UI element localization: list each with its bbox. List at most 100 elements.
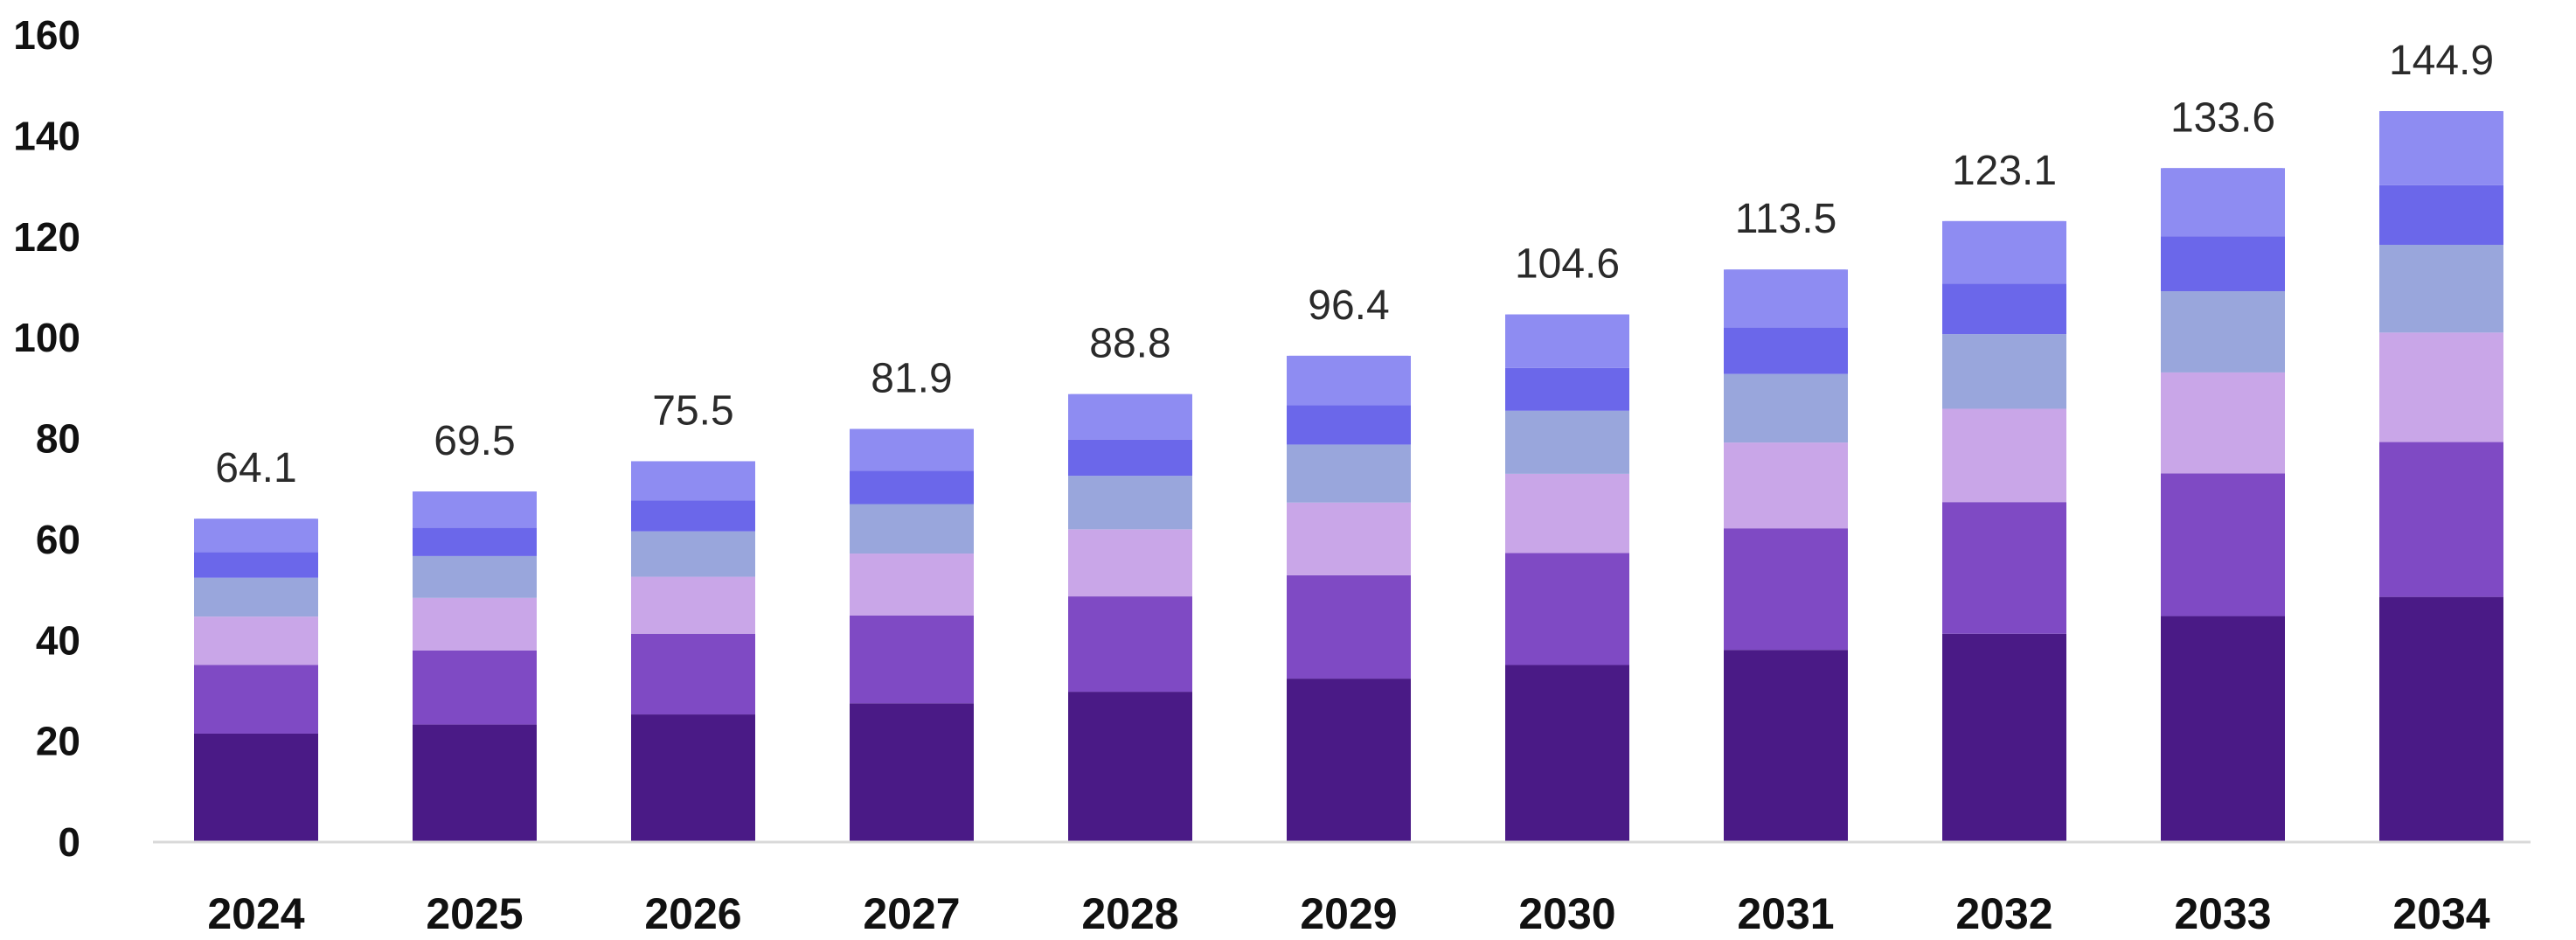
bar-segment — [413, 598, 537, 651]
bar-segment — [2379, 332, 2503, 442]
y-tick-label: 20 — [36, 719, 80, 764]
y-axis: 0 20 40 60 80 100 120 140 160 — [13, 12, 80, 865]
bar-segment — [1068, 529, 1192, 596]
bar-segment — [413, 725, 537, 842]
data-label-total: 75.5 — [652, 387, 733, 434]
bar-top-cap — [1942, 221, 2066, 226]
bar-top-cap — [850, 429, 974, 435]
bar-top-cap — [2379, 111, 2503, 116]
data-label-total: 144.9 — [2389, 38, 2494, 84]
bar-segment — [1724, 528, 1848, 650]
x-tick-label: 2027 — [863, 889, 960, 938]
bar-segment — [1942, 334, 2066, 408]
data-label-total: 123.1 — [1952, 148, 2057, 194]
bar-segment — [1287, 503, 1411, 575]
bar-segment — [1724, 442, 1848, 528]
bar-segment — [850, 470, 974, 504]
bar-segment — [413, 491, 537, 528]
bar-segment — [2161, 291, 2285, 373]
bar-segment — [1942, 502, 2066, 634]
bar-segment — [1068, 692, 1192, 842]
bar-segment — [1287, 405, 1411, 444]
bar-segment — [631, 461, 755, 500]
bar-stack-2027 — [850, 429, 974, 842]
bar-segment — [1942, 634, 2066, 842]
bar-segment — [413, 556, 537, 598]
bar-segment — [631, 500, 755, 531]
bar-segment — [1724, 269, 1848, 327]
x-tick-label: 2033 — [2174, 889, 2271, 938]
bar-segment — [2379, 185, 2503, 245]
bar-segment — [1068, 596, 1192, 692]
bar-segment — [1724, 374, 1848, 442]
x-tick-label: 2026 — [644, 889, 741, 938]
y-tick-label: 120 — [13, 214, 80, 260]
bar-segment — [2161, 236, 2285, 291]
y-tick-label: 40 — [36, 617, 80, 663]
bar-segment — [850, 504, 974, 554]
x-tick-label: 2025 — [426, 889, 523, 938]
bar-segment — [2161, 168, 2285, 236]
bar-segment — [2161, 473, 2285, 616]
data-label-total: 113.5 — [1735, 196, 1837, 242]
bar-segment — [850, 616, 974, 703]
bar-segment — [194, 734, 318, 842]
bar-segment — [194, 552, 318, 577]
bar-segment — [2379, 442, 2503, 597]
data-label-total: 69.5 — [434, 418, 515, 464]
bar-segment — [1287, 444, 1411, 502]
bars-group — [194, 111, 2503, 842]
bar-segment — [850, 429, 974, 471]
x-tick-label: 2031 — [1737, 889, 1834, 938]
bar-stack-2028 — [1068, 394, 1192, 842]
x-tick-label: 2034 — [2392, 889, 2489, 938]
bar-segment — [1287, 679, 1411, 842]
bar-segment — [1505, 474, 1629, 554]
x-tick-label: 2032 — [1955, 889, 2052, 938]
bar-segment — [631, 577, 755, 634]
bar-segment — [631, 532, 755, 577]
bar-segment — [1068, 394, 1192, 440]
x-tick-label: 2024 — [207, 889, 304, 938]
bar-stack-2025 — [413, 491, 537, 842]
y-tick-label: 100 — [13, 315, 80, 360]
x-tick-label: 2028 — [1081, 889, 1178, 938]
x-tick-label: 2030 — [1518, 889, 1615, 938]
bar-segment — [1505, 553, 1629, 665]
bar-top-cap — [2161, 168, 2285, 173]
x-axis: 2024 2025 2026 2027 2028 2029 2030 2031 2032 2033… — [207, 889, 2489, 938]
bar-stack-2032 — [1942, 221, 2066, 842]
bar-segment — [1505, 665, 1629, 842]
y-tick-label: 60 — [36, 517, 80, 562]
data-label-total: 81.9 — [871, 356, 952, 402]
bar-segment — [850, 554, 974, 616]
bar-segment — [1068, 440, 1192, 477]
bar-segment — [2379, 597, 2503, 842]
bar-segment — [631, 714, 755, 842]
bar-segment — [194, 578, 318, 616]
bar-segment — [1505, 315, 1629, 368]
bar-top-cap — [1724, 269, 1848, 275]
bar-stack-2026 — [631, 461, 755, 842]
bar-segment — [1942, 283, 2066, 334]
bar-segment — [413, 528, 537, 556]
bar-segment — [1724, 650, 1848, 842]
bar-segment — [194, 665, 318, 734]
bar-top-cap — [413, 491, 537, 497]
data-label-total: 88.8 — [1089, 321, 1170, 367]
bar-stack-2031 — [1724, 269, 1848, 842]
bar-segment — [1505, 368, 1629, 411]
bar-segment — [413, 651, 537, 725]
bar-top-cap — [1505, 315, 1629, 320]
bar-segment — [2161, 373, 2285, 473]
bar-top-cap — [631, 461, 755, 466]
bar-segment — [1942, 408, 2066, 502]
bar-segment — [1068, 476, 1192, 529]
bar-stack-2034 — [2379, 111, 2503, 842]
bar-segment — [1287, 356, 1411, 406]
bar-segment — [2379, 111, 2503, 185]
bar-segment — [1724, 328, 1848, 374]
bar-stack-2030 — [1505, 315, 1629, 842]
